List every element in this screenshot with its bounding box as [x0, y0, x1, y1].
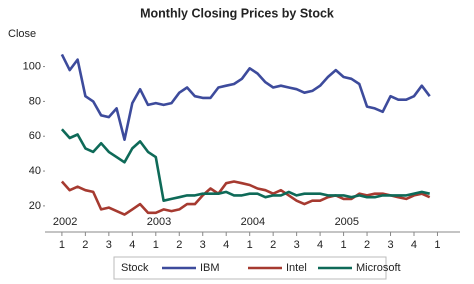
- x-year-label: 2002: [53, 216, 77, 228]
- x-year-label: 2004: [241, 216, 265, 228]
- x-tick-label: 3: [294, 239, 300, 251]
- legend-label: Microsoft: [356, 262, 401, 274]
- series-line: [60, 128, 430, 202]
- y-tick-label: 40: [29, 165, 41, 177]
- x-tick-label: 3: [387, 239, 393, 251]
- x-tick-label: 4: [129, 239, 135, 251]
- y-tick-label: 100: [23, 60, 41, 72]
- legend-box: [113, 256, 387, 280]
- x-tick-label: 1: [59, 239, 65, 251]
- y-axis-label: Close: [8, 28, 36, 40]
- x-tick-label: 2: [82, 239, 88, 251]
- series-line: [60, 180, 431, 216]
- x-tick-label: 2: [176, 239, 182, 251]
- x-tick-label: 1: [153, 239, 159, 251]
- series-line: [60, 53, 431, 141]
- x-tick-label: 4: [317, 239, 323, 251]
- x-tick-label: 1: [247, 239, 253, 251]
- legend-label: Intel: [286, 262, 307, 274]
- y-tick-label: 80: [29, 95, 41, 107]
- x-year-label: 2003: [147, 216, 171, 228]
- legend-label: IBM: [200, 262, 220, 274]
- x-tick-label: 4: [223, 239, 229, 251]
- legend-title: Stock: [121, 262, 149, 274]
- x-tick-label: 2: [364, 239, 370, 251]
- y-tick-label: 20: [29, 200, 41, 212]
- x-tick-label: 1: [434, 239, 440, 251]
- x-tick-label: 3: [106, 239, 112, 251]
- x-tick-label: 2: [270, 239, 276, 251]
- y-tick-label: 60: [29, 130, 41, 142]
- x-year-label: 2005: [335, 216, 359, 228]
- chart-title: Monthly Closing Prices by Stock: [140, 6, 334, 20]
- x-tick-label: 4: [411, 239, 417, 251]
- x-tick-label: 1: [341, 239, 347, 251]
- x-tick-label: 3: [200, 239, 206, 251]
